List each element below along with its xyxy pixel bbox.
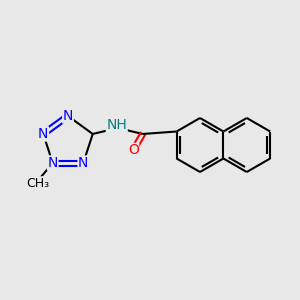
- Text: N: N: [63, 109, 73, 123]
- Text: N: N: [38, 127, 49, 141]
- Text: N: N: [78, 156, 88, 170]
- Text: NH: NH: [106, 118, 127, 132]
- Text: O: O: [128, 143, 139, 158]
- Text: N: N: [47, 156, 58, 170]
- Text: CH₃: CH₃: [26, 177, 50, 190]
